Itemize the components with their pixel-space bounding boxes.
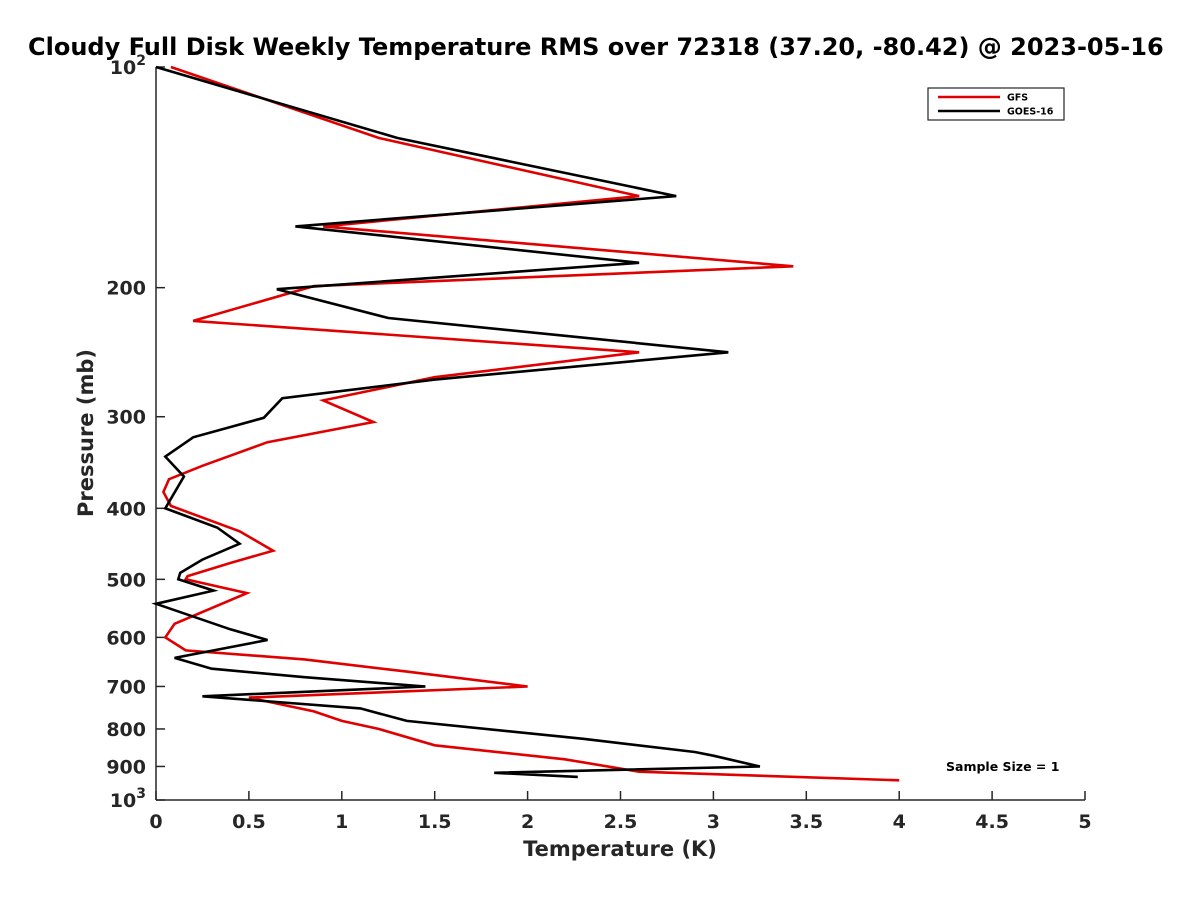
series-line-gfs — [161, 65, 900, 782]
x-tick-label: 1.5 — [418, 811, 452, 833]
y-tick-label: 400 — [106, 498, 146, 520]
y-tick-base: 400 — [106, 498, 146, 520]
y-tick-label: 102 — [110, 53, 146, 79]
chart-title: Cloudy Full Disk Weekly Temperature RMS … — [28, 33, 1164, 61]
y-tick-label: 103 — [110, 786, 146, 812]
x-tick-label: 4.5 — [975, 811, 1009, 833]
legend-label-gfs: GFS — [1007, 93, 1028, 104]
y-tick-label: 700 — [106, 676, 146, 698]
legend-box — [927, 87, 1065, 121]
y-tick-exponent: 3 — [136, 786, 146, 802]
y-tick-label: 600 — [106, 627, 146, 649]
series-lines — [151, 65, 900, 782]
y-tick-base: 800 — [106, 719, 146, 741]
y-tick-label: 300 — [106, 407, 146, 429]
x-axis-label: Temperature (K) — [523, 837, 717, 861]
legend: GFS GOES-16 — [927, 87, 1065, 121]
sample-size-annotation: Sample Size = 1 — [946, 759, 1059, 774]
x-tick-label: 3.5 — [789, 811, 823, 833]
plot-area — [156, 67, 1085, 800]
y-tick-label: 500 — [106, 569, 146, 591]
x-ticks: 0 0.5 1 1.5 2 2.5 3 3.5 4 4.5 5 — [149, 791, 1092, 833]
x-tick-label: 4 — [893, 811, 906, 833]
y-tick-base: 200 — [106, 278, 146, 300]
x-tick-label: 0.5 — [232, 811, 266, 833]
x-tick-label: 2 — [521, 811, 534, 833]
x-tick-label: 5 — [1078, 811, 1091, 833]
y-tick-exponent: 2 — [136, 53, 146, 69]
x-tick-label: 0 — [149, 811, 162, 833]
x-tick-label: 1 — [335, 811, 348, 833]
y-tick-base: 500 — [106, 569, 146, 591]
legend-label-goes-16: GOES-16 — [1007, 107, 1054, 118]
y-tick-base: 300 — [106, 407, 146, 429]
x-tick-label: 2.5 — [604, 811, 638, 833]
y-tick-base: 10 — [110, 57, 136, 79]
y-tick-base: 600 — [106, 627, 146, 649]
y-tick-label: 200 — [106, 278, 146, 300]
y-tick-label: 900 — [106, 756, 146, 778]
x-tick-label: 3 — [707, 811, 720, 833]
series-line-goes-16 — [151, 65, 761, 779]
y-tick-base: 900 — [106, 756, 146, 778]
y-tick-base: 10 — [110, 790, 136, 812]
y-tick-base: 700 — [106, 676, 146, 698]
y-tick-label: 800 — [106, 719, 146, 741]
y-axis-label: Pressure (mb) — [74, 349, 98, 517]
